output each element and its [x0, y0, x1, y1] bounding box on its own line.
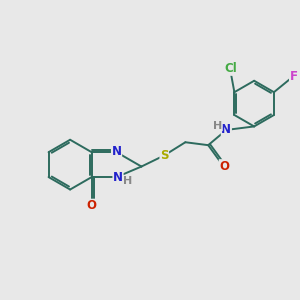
Text: H: H [123, 176, 132, 186]
Text: O: O [219, 160, 229, 173]
Text: N: N [221, 123, 231, 136]
Text: S: S [160, 149, 169, 162]
Text: N: N [112, 145, 122, 158]
Text: F: F [290, 70, 298, 83]
Text: H: H [213, 121, 222, 130]
Text: Cl: Cl [224, 62, 237, 75]
Text: N: N [113, 171, 123, 184]
Text: O: O [87, 199, 97, 212]
